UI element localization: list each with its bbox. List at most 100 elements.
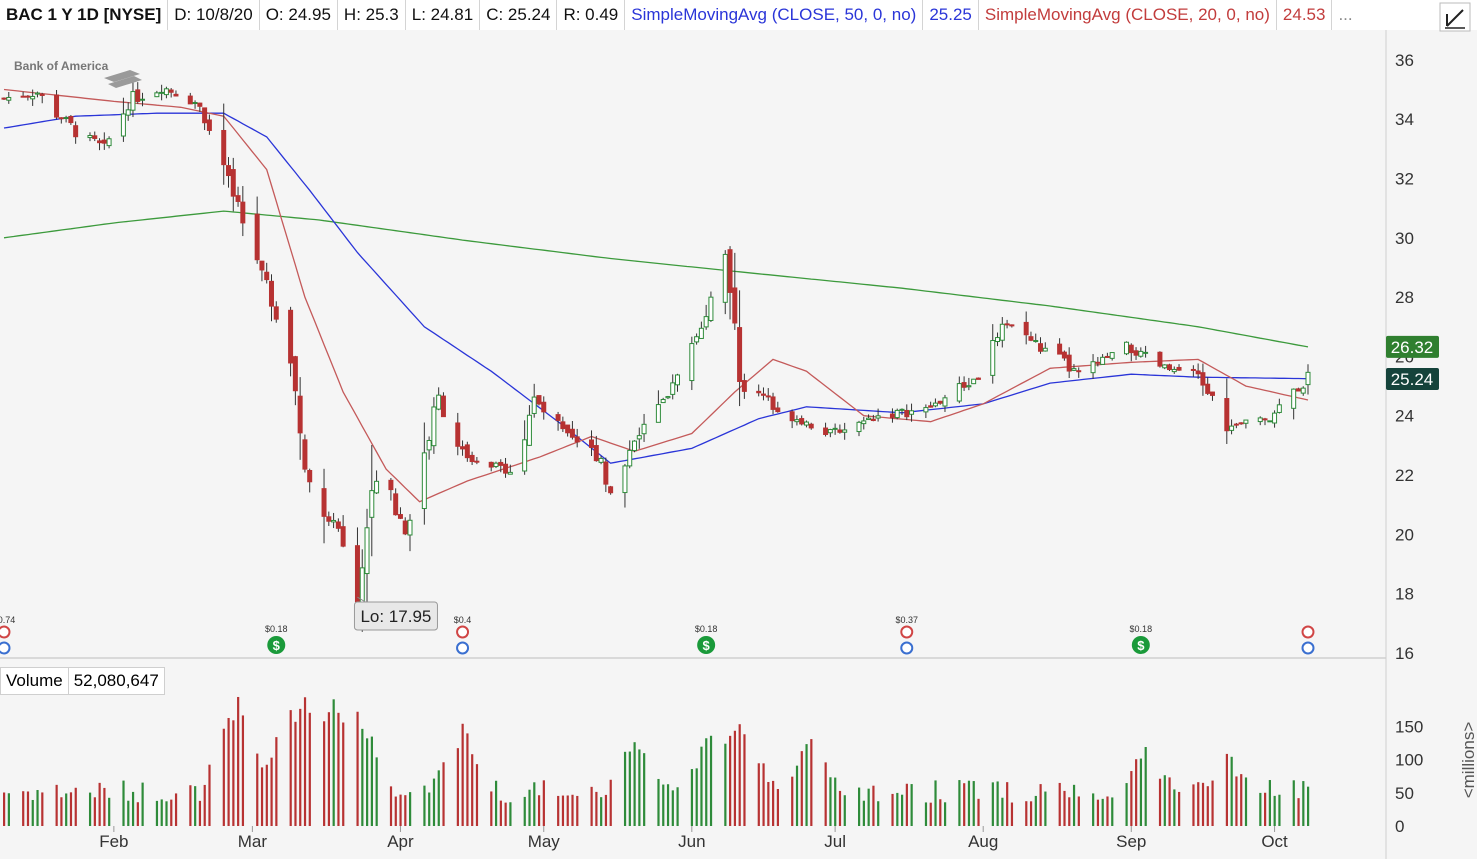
volume-bar[interactable]: [791, 776, 794, 826]
volume-bar[interactable]: [905, 783, 908, 826]
volume-bar[interactable]: [1302, 781, 1305, 826]
candle[interactable]: [58, 117, 64, 124]
candle[interactable]: [541, 396, 547, 420]
volume-bar[interactable]: [428, 792, 431, 826]
volume-bar[interactable]: [69, 792, 73, 826]
volume-bar[interactable]: [198, 800, 202, 826]
volume-bar[interactable]: [370, 736, 373, 826]
candle[interactable]: [569, 421, 575, 440]
volume-bar[interactable]: [1192, 784, 1195, 826]
volume-bar[interactable]: [1163, 775, 1166, 826]
candle[interactable]: [498, 459, 504, 473]
volume-bar[interactable]: [772, 780, 775, 826]
volume-bar[interactable]: [303, 697, 307, 826]
volume-bar[interactable]: [1240, 774, 1243, 826]
candle[interactable]: [1095, 356, 1101, 367]
volume-bar[interactable]: [127, 800, 130, 826]
candle[interactable]: [464, 441, 470, 462]
volume-bar[interactable]: [1072, 784, 1076, 826]
candle[interactable]: [436, 387, 442, 411]
candle[interactable]: [206, 114, 212, 135]
volume-bar[interactable]: [1158, 778, 1162, 826]
candle[interactable]: [73, 121, 79, 144]
volume-bar[interactable]: [1168, 777, 1171, 826]
candle[interactable]: [641, 413, 647, 442]
volume-bar[interactable]: [690, 769, 694, 826]
volume-bar[interactable]: [1039, 784, 1042, 826]
candle[interactable]: [560, 416, 566, 432]
candle[interactable]: [140, 92, 146, 107]
volume-bar[interactable]: [996, 781, 999, 826]
volume-bar[interactable]: [657, 778, 660, 826]
volume-bar[interactable]: [1178, 791, 1181, 826]
volume-bar[interactable]: [638, 749, 641, 826]
candle[interactable]: [866, 414, 872, 421]
volume-bar[interactable]: [934, 780, 937, 826]
candle[interactable]: [727, 246, 733, 320]
volume-bar[interactable]: [294, 721, 297, 826]
candle[interactable]: [1291, 388, 1297, 420]
sma50-study-label[interactable]: SimpleMovingAvg (CLOSE, 50, 0, no): [625, 0, 924, 30]
candle[interactable]: [393, 488, 399, 516]
volume-bar[interactable]: [838, 790, 842, 826]
candle[interactable]: [1233, 422, 1239, 429]
volume-bar[interactable]: [1077, 796, 1080, 826]
volume-bar[interactable]: [1010, 802, 1014, 826]
volume-bar[interactable]: [504, 802, 507, 826]
volume-bar[interactable]: [1101, 798, 1104, 826]
candle[interactable]: [894, 408, 900, 420]
volume-bar[interactable]: [471, 754, 474, 826]
volume-bar[interactable]: [1130, 771, 1133, 826]
volume-bar[interactable]: [208, 764, 211, 826]
candle[interactable]: [321, 468, 327, 544]
candle[interactable]: [1057, 338, 1063, 355]
candle[interactable]: [565, 424, 571, 437]
volume-bar[interactable]: [800, 751, 803, 826]
sma50-line[interactable]: [3, 112, 1309, 464]
candle[interactable]: [125, 102, 131, 121]
candle[interactable]: [1109, 352, 1115, 361]
candle[interactable]: [1238, 422, 1244, 425]
volume-bar[interactable]: [533, 782, 536, 826]
volume-bar[interactable]: [275, 737, 278, 826]
candle[interactable]: [1090, 354, 1096, 379]
volume-bar[interactable]: [1273, 795, 1276, 826]
volume-bar[interactable]: [671, 790, 674, 826]
candle[interactable]: [861, 416, 867, 430]
candle[interactable]: [1100, 354, 1106, 365]
candle[interactable]: [1195, 363, 1201, 379]
candle[interactable]: [154, 90, 160, 98]
volume-bar[interactable]: [1211, 780, 1214, 826]
candle[interactable]: [503, 457, 509, 478]
volume-bar[interactable]: [643, 753, 646, 826]
volume-bar[interactable]: [757, 763, 760, 826]
candle[interactable]: [756, 384, 762, 397]
dividend-dollar-icon[interactable]: $0.18 $: [695, 624, 718, 654]
candle[interactable]: [694, 333, 700, 345]
volume-bar[interactable]: [900, 794, 904, 826]
volume-bar[interactable]: [1197, 782, 1200, 826]
volume-bar[interactable]: [356, 711, 359, 826]
candle[interactable]: [235, 186, 241, 207]
volume-bar[interactable]: [366, 738, 369, 826]
candle[interactable]: [1224, 378, 1230, 444]
volume-bar[interactable]: [829, 777, 832, 826]
candle[interactable]: [632, 440, 638, 453]
volume-bar[interactable]: [1034, 795, 1037, 826]
candle[interactable]: [101, 132, 107, 150]
volume-bar[interactable]: [762, 763, 765, 826]
candle[interactable]: [421, 422, 427, 525]
candle[interactable]: [302, 434, 308, 473]
volume-bar[interactable]: [929, 802, 932, 826]
candle[interactable]: [627, 440, 633, 469]
volume-bar[interactable]: [108, 797, 111, 826]
candle[interactable]: [63, 115, 69, 123]
volume-bar[interactable]: [891, 793, 894, 826]
volume-bar[interactable]: [1259, 792, 1262, 826]
candle[interactable]: [292, 355, 298, 406]
candle[interactable]: [837, 424, 843, 434]
volume-bar[interactable]: [991, 782, 994, 826]
earnings-icon[interactable]: $0.4: [454, 615, 472, 655]
candle[interactable]: [202, 107, 208, 131]
